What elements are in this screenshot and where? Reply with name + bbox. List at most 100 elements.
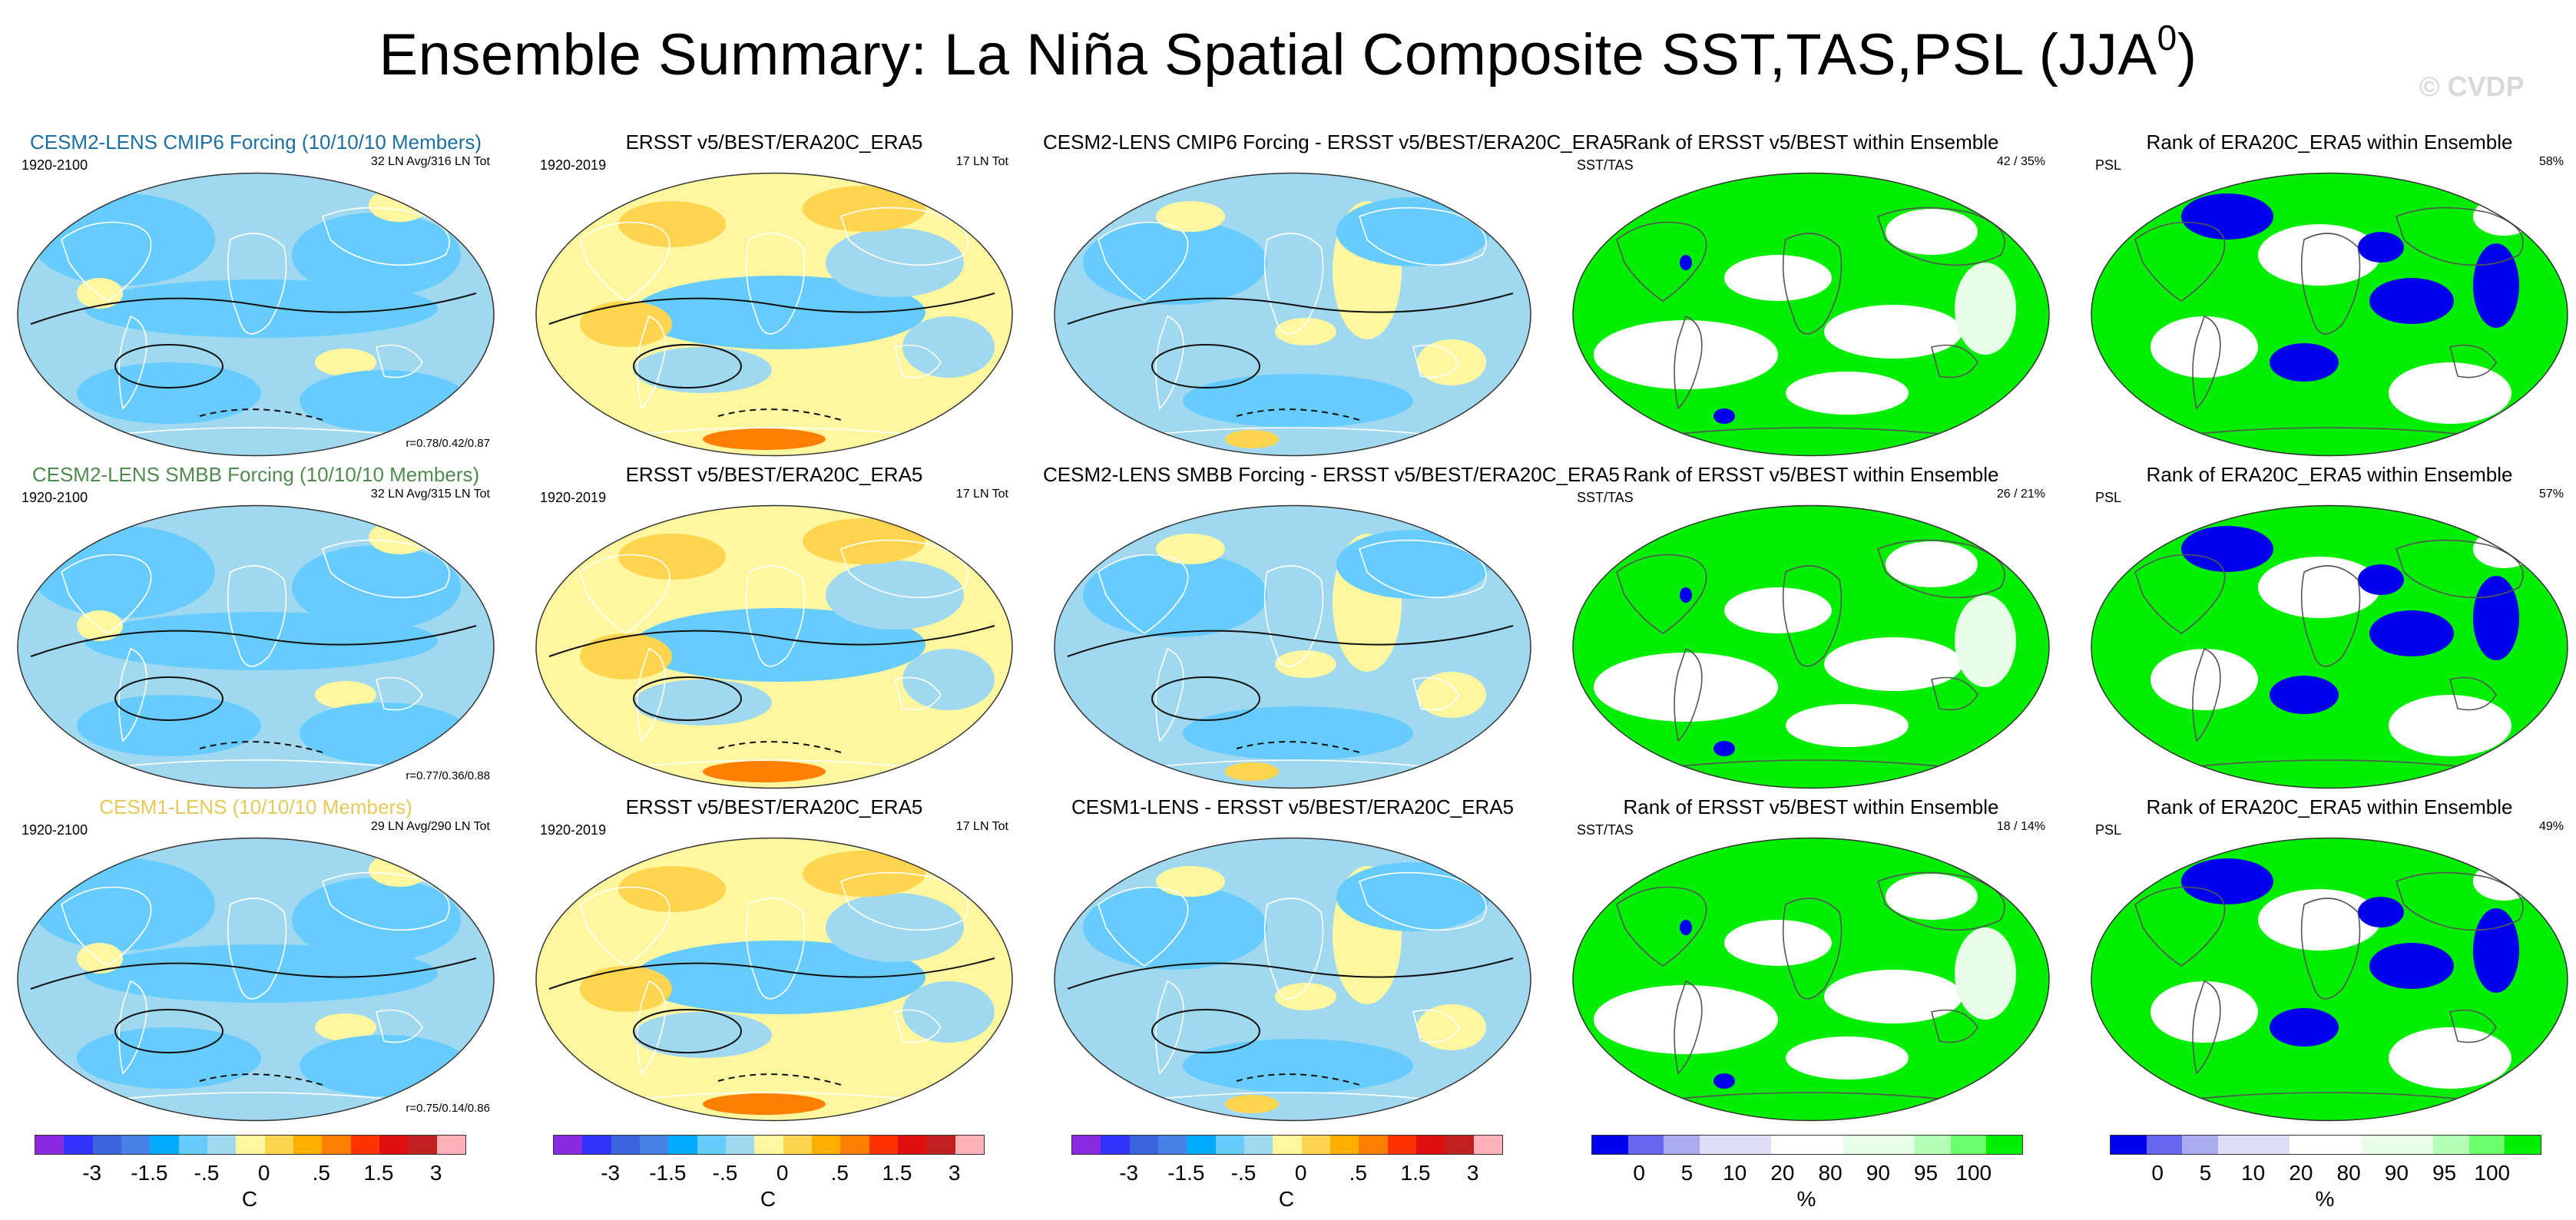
psl-contour <box>1151 344 1260 388</box>
field-anomaly-region <box>292 213 461 297</box>
field-anomaly-region <box>2473 908 2519 993</box>
psl-contour-negative <box>1236 408 1360 421</box>
colorbar-swatch <box>926 1136 955 1154</box>
field-anomaly-region <box>1156 534 1225 564</box>
field-anomaly-region <box>2473 530 2535 568</box>
map-border <box>535 504 1013 789</box>
colorbar-swatch <box>754 1136 783 1154</box>
coastline <box>1263 233 1324 335</box>
robinson-map <box>535 172 1013 457</box>
colorbar-swatch <box>2325 1136 2362 1154</box>
page-title: Ensemble Summary: La Niña Spatial Compos… <box>379 18 2197 88</box>
colorbar-swatch <box>1627 1136 1664 1154</box>
field-anomaly-region <box>803 518 925 564</box>
map-panel: CESM2-LENS SMBB Forcing - ERSST v5/BEST/… <box>1043 463 1620 789</box>
panel-title: CESM2-LENS SMBB Forcing (10/10/10 Member… <box>31 463 480 486</box>
panel-stat-label: 17 LN Tot <box>955 488 1008 501</box>
psl-contour-negative <box>199 1073 323 1086</box>
field-anomaly-region <box>2369 278 2454 324</box>
coastline <box>1616 221 1707 302</box>
panel-title: ERSST v5/BEST/ERA20C_ERA5 <box>625 795 923 818</box>
colorbar-tick-label: -1.5 <box>1167 1161 1205 1185</box>
field-anomaly-region <box>2369 943 2454 989</box>
colorbar-swatch <box>869 1136 898 1154</box>
field-anomaly-region <box>2270 676 2339 714</box>
field-anomaly-region <box>2181 193 2273 240</box>
colorbar-tick-label: 10 <box>2241 1161 2266 1185</box>
map-panel: CESM2-LENS CMIP6 Forcing (10/10/10 Membe… <box>6 131 505 457</box>
coastline <box>2396 207 2524 266</box>
field-anomaly-region <box>703 1093 826 1115</box>
psl-contour <box>1067 957 1514 990</box>
coastline <box>894 1009 942 1043</box>
colorbar-swatch <box>1664 1136 1700 1154</box>
colorbar-tick-label: 1.5 <box>363 1161 394 1185</box>
colorbar-swatch <box>897 1136 927 1154</box>
field-anomaly-region <box>2151 649 2258 710</box>
panel-stat-label: 17 LN Tot <box>955 155 1008 168</box>
psl-contour-negative <box>1236 1073 1360 1086</box>
psl-contour-negative <box>199 741 323 753</box>
colorbar-tick-label: 0 <box>1294 1161 1307 1185</box>
colorbar-swatch <box>1359 1136 1388 1154</box>
panel-stat-label: 32 LN Avg/315 LN Tot <box>370 488 490 501</box>
psl-contour-negative <box>717 1073 842 1086</box>
field-anomaly-region <box>2270 343 2339 382</box>
panel-stat-label: 18 / 14% <box>1996 820 2045 833</box>
colorbar-tick-label: .5 <box>1349 1161 1368 1185</box>
colorbar-swatch <box>2146 1136 2183 1154</box>
map-panel: ERSST v5/BEST/ERA20C_ERA5 1920-2019 17 LN … <box>525 131 1024 457</box>
colorbar-tick-label: 0 <box>776 1161 789 1185</box>
psl-contour <box>633 344 742 388</box>
field-anomaly-region <box>580 966 672 1012</box>
field-anomaly-region <box>1275 983 1336 1010</box>
coastline <box>2396 871 2524 931</box>
colorbar-unit-label: % <box>1796 1187 1816 1211</box>
field-anomaly-region <box>634 608 925 682</box>
field-anomaly-region <box>1886 209 1978 255</box>
robinson-map <box>17 172 495 457</box>
colorbar-swatch <box>611 1136 640 1154</box>
field-anomaly-region <box>1336 862 1490 931</box>
coastline <box>1782 233 1843 335</box>
map-border <box>1572 504 2050 789</box>
colorbar-tick-label: 10 <box>1723 1161 1747 1185</box>
field-anomaly-region <box>77 1027 261 1089</box>
field-anomaly-region <box>1417 339 1486 385</box>
field-anomaly-region <box>1083 220 1267 305</box>
colorbar-swatch <box>408 1136 437 1154</box>
coastline <box>376 344 423 379</box>
coastline <box>840 207 968 266</box>
field-anomaly-region <box>2181 858 2273 904</box>
field-anomaly-region <box>2358 564 2404 595</box>
colorbar-swatch <box>207 1136 237 1154</box>
panel-period-label: 1920-2100 <box>22 822 88 838</box>
colorbar-tick-label: 5 <box>1680 1161 1694 1185</box>
coastline <box>625 1092 919 1101</box>
psl-contour <box>548 293 995 325</box>
coastline <box>2134 554 2226 634</box>
field-anomaly-region <box>2358 897 2404 927</box>
coastline <box>322 207 450 266</box>
coastline <box>1412 344 1460 379</box>
map-panel: Rank of ERSST v5/BEST within Ensemble SST… <box>1561 463 2061 789</box>
panel-title: Rank of ERA20C_ERA5 within Ensemble <box>2146 463 2513 486</box>
coastline <box>1931 1009 1978 1043</box>
colorbar-unit-label: % <box>2315 1187 2335 1211</box>
panel-title: Rank of ERA20C_ERA5 within Ensemble <box>2146 795 2513 818</box>
coastline <box>1144 759 1437 769</box>
panel-title: CESM1-LENS - ERSST v5/BEST/ERA20C_ERA5 <box>1071 795 1515 818</box>
colorbar-swatch <box>379 1136 409 1154</box>
psl-contour <box>1151 1009 1260 1053</box>
field-anomaly-region <box>618 201 726 247</box>
panel-stat-label: 17 LN Tot <box>955 820 1008 833</box>
field-anomaly-region <box>1594 985 1778 1054</box>
field-anomaly-region <box>2389 695 2511 756</box>
colorbar-swatch <box>1273 1136 1302 1154</box>
coastline <box>745 898 806 1000</box>
coastline <box>579 886 670 967</box>
coastline <box>1662 427 1955 436</box>
coastline <box>2180 759 2474 769</box>
psl-contour <box>114 676 223 721</box>
field-anomaly-region <box>2270 1008 2339 1046</box>
